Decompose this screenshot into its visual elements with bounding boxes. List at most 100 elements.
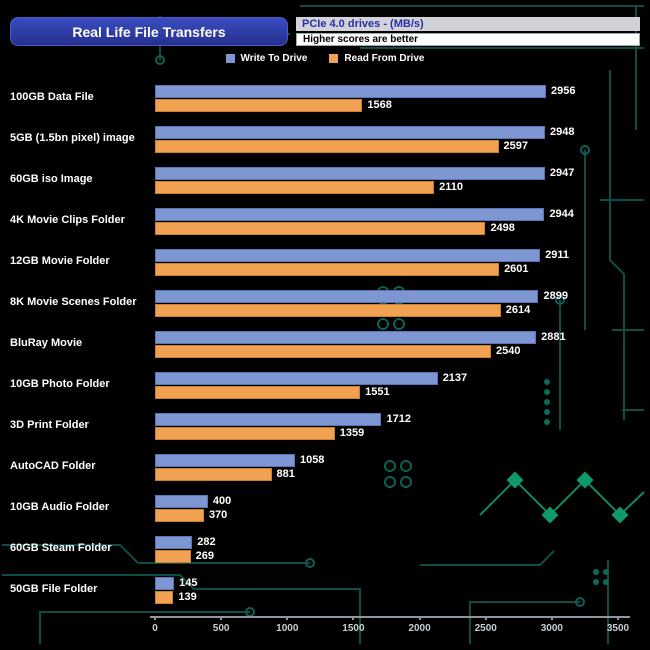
category-label: BluRay Movie [10, 337, 83, 350]
bar-group: 2948 2597 [155, 125, 618, 153]
read-bar-line: 269 [155, 549, 618, 563]
legend-item-write: Write To Drive [225, 53, 308, 64]
read-bar [155, 98, 363, 112]
bar-group: 2956 1568 [155, 84, 618, 112]
axis-tick-mark [154, 616, 156, 620]
write-bar [155, 84, 547, 98]
axis-tick-label: 500 [212, 623, 230, 634]
value-label: 2947 [549, 167, 575, 179]
axis-tick-label: 2500 [474, 623, 497, 634]
write-bar [155, 453, 295, 467]
category-label: 3D Print Folder [10, 419, 89, 432]
value-label: 2540 [496, 345, 521, 357]
write-bar [155, 207, 545, 221]
axis-tick-label: 0 [152, 623, 158, 634]
value-label: 1568 [367, 99, 392, 111]
category-label: 100GB Data File [10, 91, 94, 104]
x-axis-line [150, 616, 630, 618]
value-label: 2881 [541, 331, 566, 343]
value-label: 269 [195, 550, 214, 562]
chart-row: 3D Print Folder 1712 1359 [0, 412, 650, 453]
read-bar [155, 590, 174, 604]
category-label: 4K Movie Clips Folder [10, 214, 125, 227]
write-bar-line: 2948 [155, 125, 618, 139]
category-label: 50GB File Folder [10, 583, 98, 596]
write-bar [155, 371, 438, 385]
value-label: 2597 [503, 140, 529, 152]
chart-title: Real Life File Transfers [72, 23, 226, 40]
x-axis: 0 500 1000 1500 2000 2500 3000 3500 [152, 616, 629, 637]
read-bar-line: 1551 [155, 385, 618, 399]
chart-legend: Write To Drive Read From Drive [0, 53, 650, 64]
bar-group: 2137 1551 [155, 371, 618, 399]
value-label: 2137 [442, 372, 468, 384]
read-bar [155, 139, 499, 153]
subtitle-note-text: Higher scores are better [303, 34, 419, 45]
bar-group: 145 139 [155, 576, 618, 604]
axis-tick-mark [418, 616, 421, 620]
read-bar [155, 303, 501, 317]
write-bar [155, 412, 382, 426]
write-bar [155, 166, 545, 180]
category-label: 12GB Movie Folder [10, 255, 110, 268]
write-bar-line: 1712 [155, 412, 618, 426]
read-bar [155, 180, 435, 194]
subtitle-note: Higher scores are better [296, 33, 640, 46]
bar-group: 1058 881 [155, 453, 618, 481]
value-label: 2944 [549, 208, 574, 220]
value-label: 139 [178, 591, 197, 603]
read-bar [155, 344, 491, 358]
bar-group: 2947 2110 [155, 166, 618, 194]
chart-row: 100GB Data File 2956 1568 [0, 84, 650, 125]
write-bar-line: 282 [155, 535, 618, 549]
value-label: 1712 [386, 413, 411, 425]
write-bar-line: 2911 [155, 248, 618, 262]
category-label: 8K Movie Scenes Folder [10, 296, 137, 309]
axis-tick-label: 1500 [342, 623, 365, 634]
axis-tick-mark [220, 616, 223, 620]
axis-tick-label: 1000 [276, 623, 299, 634]
read-bar-line: 370 [155, 508, 618, 522]
axis-tick-label: 3000 [540, 623, 563, 634]
legend-label-write: Write To Drive [240, 53, 308, 64]
chart-row: 60GB Steam Folder 282 269 [0, 535, 650, 576]
chart-row: 8K Movie Scenes Folder 2899 2614 [0, 289, 650, 330]
write-bar [155, 330, 537, 344]
write-bar-line: 145 [155, 576, 618, 590]
read-from-drive-swatch [329, 54, 339, 63]
value-label: 1551 [365, 386, 390, 398]
subtitle-drives-text: PCIe 4.0 drives - (MB/s) [302, 18, 424, 30]
axis-tick-mark [617, 616, 619, 620]
axis-tick-mark [286, 616, 289, 620]
value-label: 1359 [339, 427, 365, 439]
write-bar [155, 289, 539, 303]
chart-title-box: Real Life File Transfers [10, 17, 288, 46]
bar-group: 2881 2540 [155, 330, 618, 358]
chart-row: 50GB File Folder 145 139 [0, 576, 650, 617]
write-bar-line: 2947 [155, 166, 618, 180]
value-label: 2911 [545, 249, 569, 261]
read-bar-line: 2540 [155, 344, 618, 358]
legend-label-read: Read From Drive [344, 53, 425, 64]
write-bar-line: 1058 [155, 453, 618, 467]
value-label: 370 [208, 509, 228, 521]
write-bar [155, 125, 545, 139]
write-to-drive-swatch [225, 54, 235, 63]
category-label: 10GB Audio Folder [10, 501, 110, 514]
read-bar [155, 262, 500, 276]
read-bar-line: 2597 [155, 139, 618, 153]
chart-row: 4K Movie Clips Folder 2944 2498 [0, 207, 650, 248]
value-label: 1058 [299, 454, 325, 466]
category-label: 60GB iso Image [10, 173, 93, 186]
value-label: 2110 [439, 181, 463, 193]
write-bar-line: 2944 [155, 207, 618, 221]
value-label: 282 [197, 536, 216, 548]
read-bar-line: 139 [155, 590, 618, 604]
value-label: 2614 [505, 304, 531, 316]
chart-row: 10GB Photo Folder 2137 1551 [0, 371, 650, 412]
value-label: 2601 [504, 263, 529, 275]
bar-group: 1712 1359 [155, 412, 618, 440]
value-label: 400 [212, 495, 232, 507]
